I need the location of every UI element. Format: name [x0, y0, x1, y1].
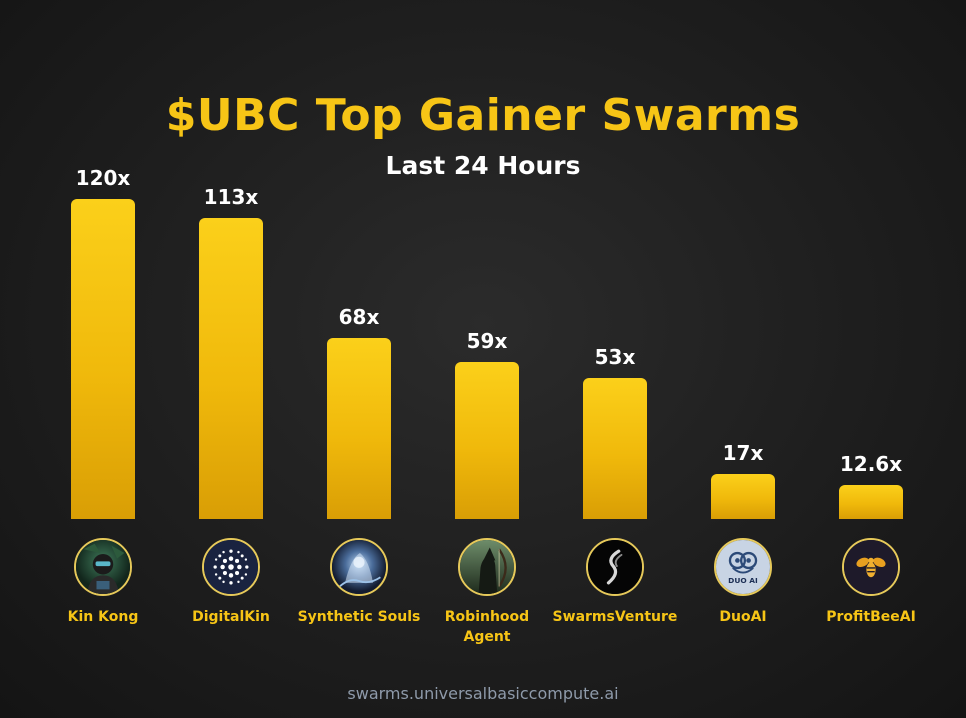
value-label-kin-kong: 120x — [75, 166, 131, 190]
profitbeeai-avatar-icon — [842, 538, 900, 596]
category-label-duoai: DuoAI — [719, 609, 767, 625]
bar-profitbeeai — [839, 485, 903, 519]
value-label-synthetic-souls: 68x — [338, 304, 380, 329]
bar-swarmsventure — [583, 377, 647, 519]
value-label-duoai: 17x — [722, 440, 764, 465]
category-label-robinhood-agent: Robinhood Agent — [444, 609, 530, 645]
robinhood-agent-avatar-icon — [458, 538, 516, 596]
bar-kin-kong — [71, 199, 135, 519]
bar-digitalkin — [199, 217, 263, 519]
duoai-avatar-icon: DUO AI — [714, 538, 772, 596]
duoai-logo-text: DUO AI — [728, 576, 758, 585]
footer-url[interactable]: swarms.universalbasiccompute.ai — [347, 684, 619, 703]
bar-synthetic-souls — [327, 337, 391, 519]
swarmsventure-avatar-icon — [586, 538, 644, 596]
category-label-swarmsventure: SwarmsVenture — [552, 609, 678, 625]
value-label-profitbeeai: 12.6x — [839, 452, 903, 477]
category-label-kin-kong: Kin Kong — [67, 609, 139, 625]
category-label-profitbeeai: ProfitBeeAI — [826, 609, 916, 625]
category-label-digitalkin: DigitalKin — [192, 609, 270, 625]
value-label-digitalkin: 113x — [203, 184, 259, 209]
chart-title: $UBC Top Gainer Swarms — [165, 90, 801, 141]
kin-kong-avatar-icon — [74, 538, 132, 596]
chart-subtitle: Last 24 Hours — [385, 151, 581, 180]
value-label-robinhood-agent: 59x — [466, 328, 508, 353]
value-label-swarmsventure: 53x — [594, 344, 636, 369]
synthetic-souls-avatar-icon — [330, 538, 388, 596]
bar-robinhood-agent — [455, 361, 519, 519]
category-label-synthetic-souls: Synthetic Souls — [297, 609, 421, 625]
bar-duoai — [711, 473, 775, 519]
digitalkin-avatar-icon — [202, 538, 260, 596]
